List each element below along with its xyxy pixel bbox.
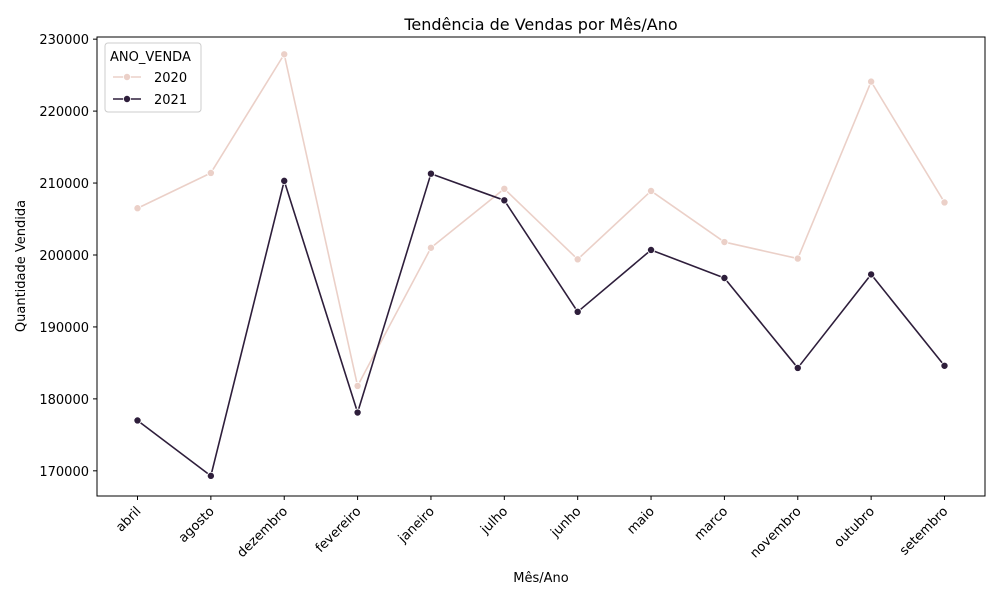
y-tick-label: 170000: [39, 465, 89, 480]
data-point-2020: [940, 198, 949, 207]
data-point-2020: [206, 168, 215, 177]
x-tick-label: outubro: [831, 504, 878, 551]
x-tick-label: maio: [624, 504, 657, 537]
x-tick-label: novembro: [747, 504, 804, 561]
x-tick-label: dezembro: [234, 504, 291, 561]
y-axis: 170000 180000 190000 200000 210000 220000 2300…: [39, 33, 97, 480]
data-point-2021: [280, 176, 289, 185]
data-point-2021: [720, 274, 729, 283]
x-tick-label: janeiro: [395, 504, 438, 547]
legend-box: [104, 42, 202, 113]
series-2020: [133, 50, 949, 390]
data-point-2020: [793, 254, 802, 263]
series-line-2020: [137, 53, 946, 387]
x-tick-label: agosto: [176, 504, 218, 546]
data-point-2020: [280, 50, 289, 59]
series-2021: [133, 169, 949, 480]
legend-swatch-marker: [123, 95, 132, 104]
data-point-2020: [647, 186, 656, 195]
data-point-2021: [793, 363, 802, 372]
data-point-2020: [720, 238, 729, 247]
x-axis-label: Mês/Ano: [513, 571, 568, 586]
y-tick-label: 200000: [39, 249, 89, 264]
legend-entry-2021: 2021: [113, 93, 187, 108]
data-point-2021: [353, 408, 362, 417]
legend-label: 2020: [154, 71, 187, 86]
y-tick-label: 220000: [39, 105, 89, 120]
y-axis-label: Quantidade Vendida: [14, 200, 29, 332]
x-axis: abril agosto dezembro fevereiro janeiro julho…: [113, 496, 951, 561]
y-tick-label: 180000: [39, 393, 89, 408]
data-point-2021: [867, 270, 876, 279]
legend-entries: 2020 2021: [113, 71, 187, 108]
plot-frame: [96, 36, 986, 497]
data-point-2020: [353, 381, 362, 390]
x-tick-label: julho: [477, 504, 511, 538]
data-point-2021: [133, 416, 142, 425]
plot-area: [133, 50, 949, 480]
legend-title: ANO_VENDA: [110, 50, 191, 65]
data-point-2020: [426, 243, 435, 252]
data-point-2020: [500, 184, 509, 193]
chart-title: Tendência de Vendas por Mês/Ano: [403, 15, 677, 34]
y-tick-label: 210000: [39, 177, 89, 192]
x-tick-label: setembro: [897, 504, 951, 558]
data-point-2021: [426, 169, 435, 178]
legend-swatch-marker: [123, 73, 132, 82]
legend-label: 2021: [154, 93, 187, 108]
legend-entry-2020: 2020: [113, 71, 187, 86]
series-line-2021: [137, 172, 946, 477]
x-tick-label: abril: [113, 504, 144, 535]
x-tick-label: junho: [548, 504, 585, 541]
data-point-2021: [940, 361, 949, 370]
data-point-2021: [647, 245, 656, 254]
legend: ANO_VENDA 2020 2021: [104, 42, 202, 113]
data-point-2021: [206, 471, 215, 480]
data-point-2021: [573, 307, 582, 316]
y-tick-label: 230000: [39, 33, 89, 48]
data-point-2021: [500, 196, 509, 205]
data-point-2020: [867, 77, 876, 86]
x-tick-label: marco: [692, 504, 731, 543]
y-tick-label: 190000: [39, 321, 89, 336]
data-point-2020: [133, 204, 142, 213]
data-point-2020: [573, 255, 582, 264]
x-tick-label: fevereiro: [313, 504, 365, 556]
